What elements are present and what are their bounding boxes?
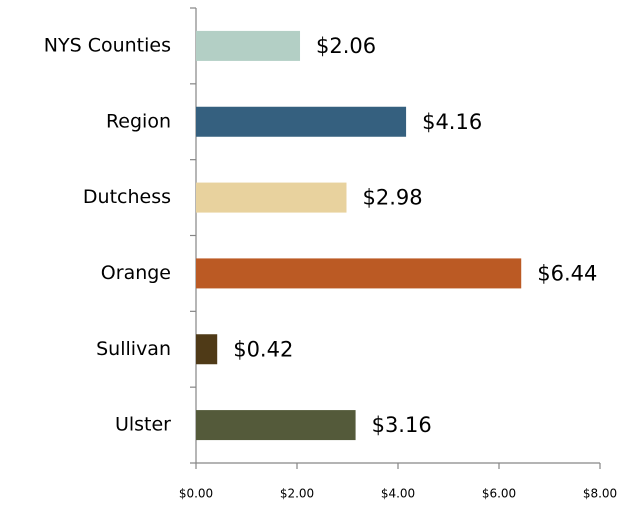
x-tick-label: $2.00 (280, 487, 314, 501)
x-tick-label: $0.00 (179, 487, 213, 501)
y-tick-label: Sullivan (96, 338, 171, 360)
value-label: $2.06 (316, 34, 376, 58)
y-tick-label: Ulster (115, 414, 171, 436)
bar (196, 30, 301, 61)
bar (196, 410, 356, 441)
x-tick-label: $8.00 (583, 487, 617, 501)
value-label: $3.16 (372, 413, 432, 437)
x-tick-label: $4.00 (381, 487, 415, 501)
bar (196, 334, 218, 365)
bar (196, 106, 407, 137)
y-tick-label: Region (106, 110, 171, 132)
y-tick-label: NYS Counties (44, 34, 171, 56)
bar (196, 182, 347, 213)
y-tick-label: Orange (101, 262, 171, 284)
value-label: $0.42 (233, 337, 293, 361)
x-tick-label: $6.00 (482, 487, 516, 501)
value-label: $4.16 (422, 110, 482, 134)
bar (196, 258, 522, 289)
value-label: $6.44 (537, 261, 597, 285)
value-label: $2.98 (362, 186, 422, 210)
y-tick-label: Dutchess (83, 186, 171, 208)
